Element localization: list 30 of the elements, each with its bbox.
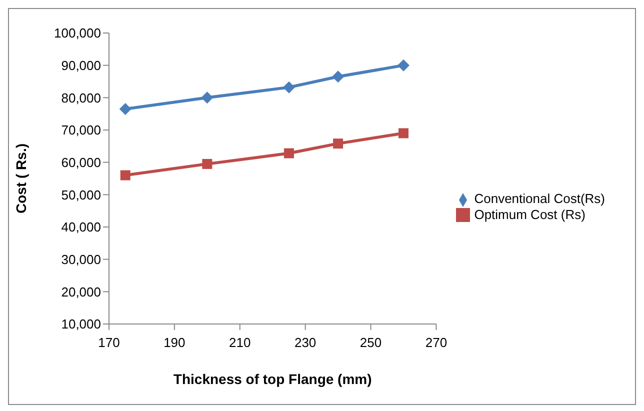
x-tick-label: 190 <box>164 335 186 350</box>
y-tick-label: 100,000 <box>54 26 101 41</box>
y-tick-label: 90,000 <box>61 58 101 73</box>
point <box>282 81 295 94</box>
x-axis-title: Thickness of top Flange (mm) <box>173 371 372 387</box>
point <box>202 158 212 169</box>
y-tick-label: 60,000 <box>61 154 101 170</box>
x-tick-label: 210 <box>229 335 251 350</box>
y-tick-label: 70,000 <box>61 122 101 138</box>
point <box>120 170 130 180</box>
y-tick-label: 20,000 <box>61 284 101 300</box>
y-tick-label: 30,000 <box>61 252 101 267</box>
x-tick-label: 270 <box>425 335 448 350</box>
y-tick-label: 50,000 <box>61 187 101 202</box>
point <box>398 128 408 138</box>
x-tick-label: 170 <box>98 335 120 350</box>
legend-label: Optimum Cost (Rs) <box>474 206 586 222</box>
point <box>284 148 294 158</box>
point <box>201 92 214 104</box>
point <box>333 138 344 149</box>
y-tick-label: 80,000 <box>61 90 101 106</box>
x-tick-label: 250 <box>360 335 382 350</box>
point <box>119 102 132 115</box>
legend-label: Conventional Cost(Rs) <box>474 190 605 206</box>
y-tick-label: 40,000 <box>61 220 101 235</box>
y-axis-title: Cost ( Rs.) <box>12 144 29 214</box>
point <box>397 59 410 72</box>
x-tick-label: 230 <box>294 335 316 350</box>
y-tick-label: 10,000 <box>61 316 101 332</box>
point <box>332 70 344 83</box>
